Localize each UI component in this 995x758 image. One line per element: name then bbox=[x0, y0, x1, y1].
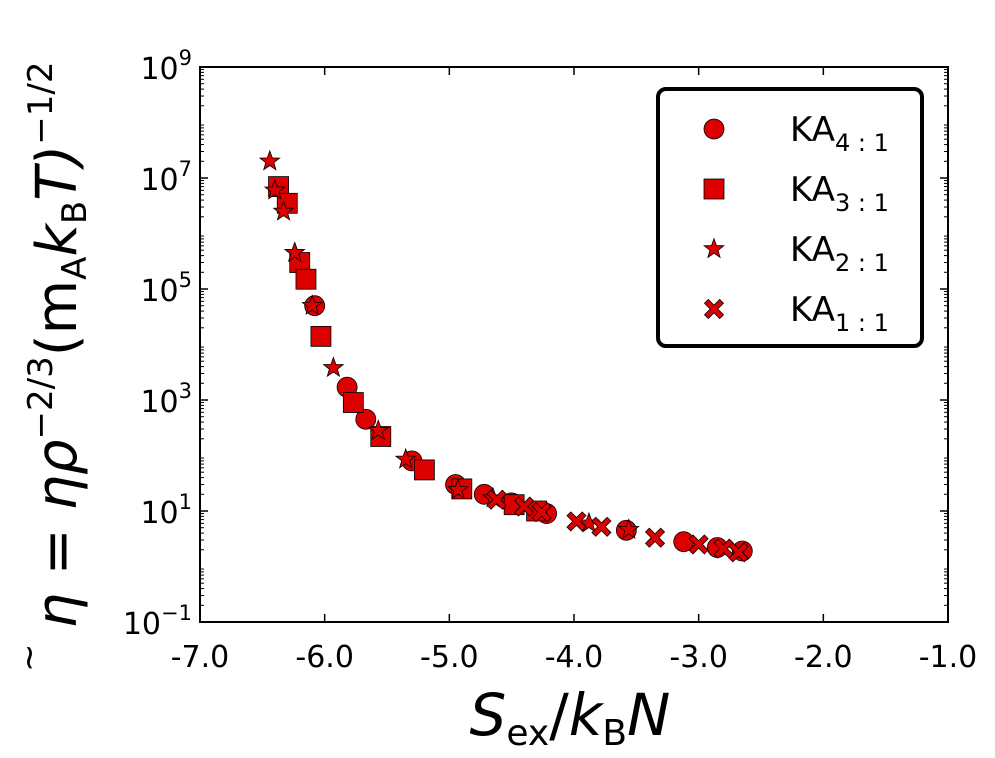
legend-label: KA1 : 1 bbox=[790, 290, 889, 337]
x-axis-label: Sex/kBN bbox=[470, 681, 671, 754]
x-tick-label: -6.0 bbox=[295, 640, 354, 675]
x-tick-label: -3.0 bbox=[669, 640, 728, 675]
data-point-x bbox=[688, 534, 709, 555]
legend-box bbox=[656, 87, 924, 348]
y-axis-label: η = ηρ−2/3(mAkBT)−1/2 bbox=[21, 62, 95, 629]
legend-marker-circle bbox=[703, 118, 725, 140]
data-point-square bbox=[310, 325, 332, 347]
y-tick-label: 107 bbox=[140, 157, 192, 198]
data-point-star bbox=[263, 178, 286, 200]
y-tick-label: 109 bbox=[140, 46, 192, 87]
data-point-star bbox=[367, 419, 390, 441]
series-x bbox=[486, 489, 749, 563]
data-point-star bbox=[322, 356, 345, 378]
y-tick-label: 10−1 bbox=[123, 601, 192, 642]
data-point-star bbox=[447, 478, 470, 500]
x-tick-label: -2.0 bbox=[794, 640, 853, 675]
data-point-star bbox=[617, 518, 640, 540]
data-point-x bbox=[591, 516, 612, 537]
x-tick-labels: -7.0 -6.0 -5.0 -4.0 -3.0 -2.0 -1.0 bbox=[171, 640, 978, 675]
axis-ticks bbox=[199, 66, 949, 623]
y-tick-label: 101 bbox=[140, 490, 192, 531]
data-point-star bbox=[283, 241, 306, 263]
data-point-star bbox=[258, 149, 281, 171]
legend-label: KA3 : 1 bbox=[790, 170, 889, 217]
x-tick-label: -1.0 bbox=[919, 640, 978, 675]
eta-tilde-mark: ~ bbox=[9, 644, 49, 673]
y-tick-label: 105 bbox=[140, 268, 192, 309]
data-point-x bbox=[531, 502, 552, 523]
data-point-star bbox=[301, 294, 324, 316]
data-point-star bbox=[394, 447, 417, 469]
data-point-x bbox=[486, 489, 507, 510]
data-point-circle bbox=[355, 408, 377, 430]
x-tick-label: -4.0 bbox=[545, 640, 604, 675]
data-point-x bbox=[566, 511, 587, 532]
x-tick-label: -7.0 bbox=[171, 640, 230, 675]
data-point-square bbox=[295, 268, 317, 290]
data-point-star bbox=[272, 199, 295, 221]
y-tick-labels: 10−1 101 103 105 107 109 bbox=[123, 46, 192, 642]
legend-marker-square bbox=[703, 178, 725, 200]
data-markers bbox=[258, 149, 753, 563]
legend-marker-star bbox=[703, 237, 725, 259]
data-point-x bbox=[514, 496, 535, 517]
legend: KA4 : 1 KA3 : 1 KA2 : 1 KA1 : 1 bbox=[656, 87, 924, 348]
x-tick-label: -5.0 bbox=[420, 640, 479, 675]
legend-label: KA2 : 1 bbox=[790, 230, 889, 277]
data-point-square bbox=[342, 392, 364, 413]
legend-label: KA4 : 1 bbox=[790, 110, 889, 157]
data-point-square bbox=[413, 459, 435, 481]
y-tick-label: 103 bbox=[140, 379, 192, 420]
data-point-x bbox=[728, 542, 749, 563]
data-point-x bbox=[644, 527, 666, 548]
legend-marker-x bbox=[703, 298, 725, 320]
